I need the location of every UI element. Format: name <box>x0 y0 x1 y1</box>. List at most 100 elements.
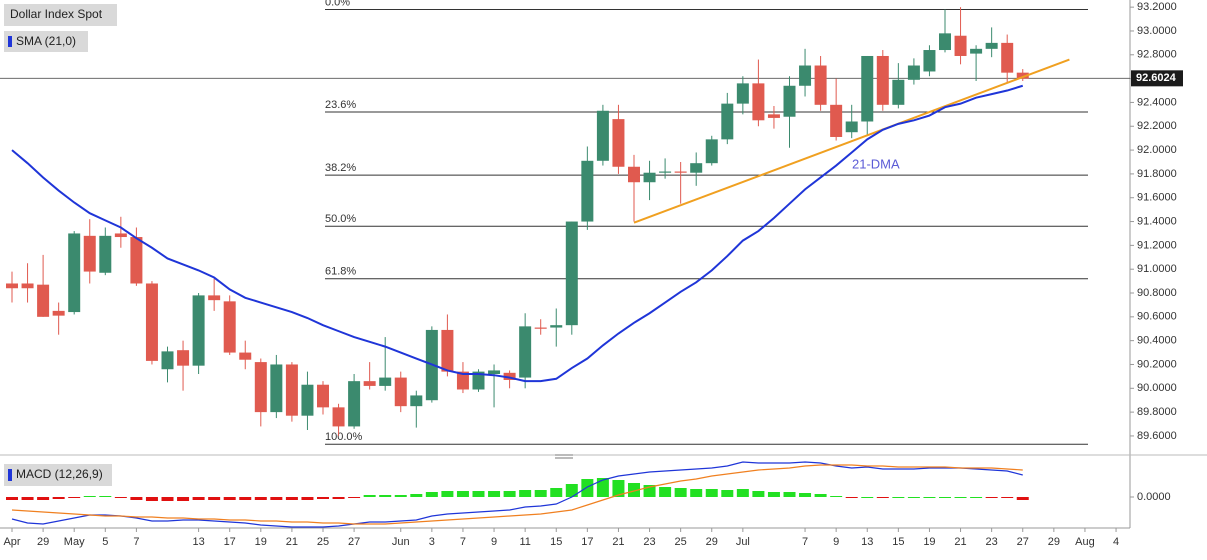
candle-body <box>830 104 843 137</box>
histogram-bar <box>581 479 594 497</box>
x-tick-label: 27 <box>1017 536 1029 548</box>
trendline <box>633 58 1070 224</box>
y-tick-label: 91.4000 <box>1137 215 1177 227</box>
candle-body <box>534 327 547 329</box>
candle-body <box>301 384 314 416</box>
x-tick-label: 13 <box>861 536 873 548</box>
histogram-bar <box>223 497 236 500</box>
divider-handle <box>555 454 573 459</box>
y-tick-label: 90.4000 <box>1137 335 1177 347</box>
histogram-bar <box>37 497 50 500</box>
candle-body <box>177 350 190 366</box>
histogram-bar <box>985 497 998 498</box>
candle-body <box>379 377 392 386</box>
candle-body <box>596 110 609 161</box>
candle-body <box>519 326 532 378</box>
histogram-bar <box>752 491 765 497</box>
x-tick-label: 13 <box>192 536 204 548</box>
macd-title: MACD (12,26,9) <box>16 467 103 481</box>
macd-legend-box <box>4 464 112 486</box>
histogram-bar <box>52 497 65 499</box>
histogram-bar <box>1016 497 1029 500</box>
y-tick-label: 92.4000 <box>1137 96 1177 108</box>
histogram-bar <box>565 484 578 497</box>
histogram-bar <box>6 497 18 500</box>
candle-body <box>145 283 158 361</box>
x-tick-label: 21 <box>286 536 298 548</box>
candle-body <box>83 235 96 272</box>
histogram-bar <box>68 497 81 498</box>
candle-body <box>721 103 734 140</box>
histogram-bar <box>332 497 345 499</box>
x-tick-label: 25 <box>675 536 687 548</box>
candle-body <box>503 372 516 380</box>
candle-body <box>736 83 749 104</box>
histogram-bar <box>659 487 672 497</box>
x-tick-label: 17 <box>224 536 236 548</box>
histogram-bar <box>394 495 407 497</box>
histogram-bar <box>192 497 205 500</box>
y-tick-label: 90.0000 <box>1137 382 1177 394</box>
x-tick-label: Apr <box>3 536 20 548</box>
candle-body <box>410 395 423 407</box>
sma-legend: SMA (21,0) <box>16 34 76 48</box>
histogram-bar <box>161 497 174 501</box>
candle-body <box>612 119 625 167</box>
histogram-bar <box>410 494 423 497</box>
candle-body <box>99 235 112 273</box>
chart-title: Dollar Index Spot <box>10 7 103 21</box>
histogram-bar <box>348 497 361 498</box>
histogram-bar <box>861 497 874 498</box>
macd-line <box>11 464 1023 525</box>
x-tick-label: Aug <box>1075 536 1095 548</box>
x-tick-label: 3 <box>429 536 435 548</box>
x-tick-label: 19 <box>923 536 935 548</box>
histogram-bar <box>145 497 158 501</box>
x-tick-label: 23 <box>986 536 998 548</box>
annotation: 21-DMA <box>852 156 900 171</box>
histogram-bar <box>721 490 734 497</box>
candle-body <box>876 55 889 105</box>
candle-body <box>799 65 812 86</box>
histogram-bar <box>456 491 469 497</box>
candle-body <box>21 283 34 289</box>
candle-body <box>565 221 578 326</box>
fib-label: 100.0% <box>325 431 363 443</box>
histogram-bar <box>441 491 454 497</box>
histogram-bar <box>488 491 501 497</box>
histogram-bar <box>270 497 283 500</box>
y-tick-label: 92.2000 <box>1137 120 1177 132</box>
x-tick-label: 7 <box>460 536 466 548</box>
histogram-bar <box>503 491 516 497</box>
x-tick-label: 29 <box>1048 536 1060 548</box>
y-tick-label: 92.8000 <box>1137 49 1177 61</box>
y-tick-label: 89.6000 <box>1137 430 1177 442</box>
candle-body <box>363 381 376 386</box>
candle-body <box>332 407 345 427</box>
histogram-bar <box>954 497 967 498</box>
histogram-bar <box>379 495 392 497</box>
histogram-bar <box>208 497 221 500</box>
candle-body <box>643 172 656 183</box>
x-tick-label: 19 <box>255 536 267 548</box>
candle-body <box>441 329 454 372</box>
x-tick-label: 11 <box>519 536 530 548</box>
candle-body <box>394 377 407 407</box>
candle-body <box>783 85 796 117</box>
candle-body <box>192 295 205 366</box>
x-tick-label: Jul <box>736 536 750 548</box>
y-tick-label: 0.0000 <box>1137 491 1171 503</box>
histogram-bar <box>907 497 920 498</box>
histogram-bar <box>970 497 983 498</box>
y-tick-label: 92.0000 <box>1137 144 1177 156</box>
histogram-bar <box>939 497 951 498</box>
histogram-bar <box>923 497 936 498</box>
y-tick-label: 91.2000 <box>1137 239 1177 251</box>
candle-body <box>690 163 703 173</box>
x-tick-label: 9 <box>833 536 839 548</box>
candle-body <box>456 371 469 390</box>
x-tick-label: 15 <box>550 536 562 548</box>
candle-body <box>208 295 221 301</box>
